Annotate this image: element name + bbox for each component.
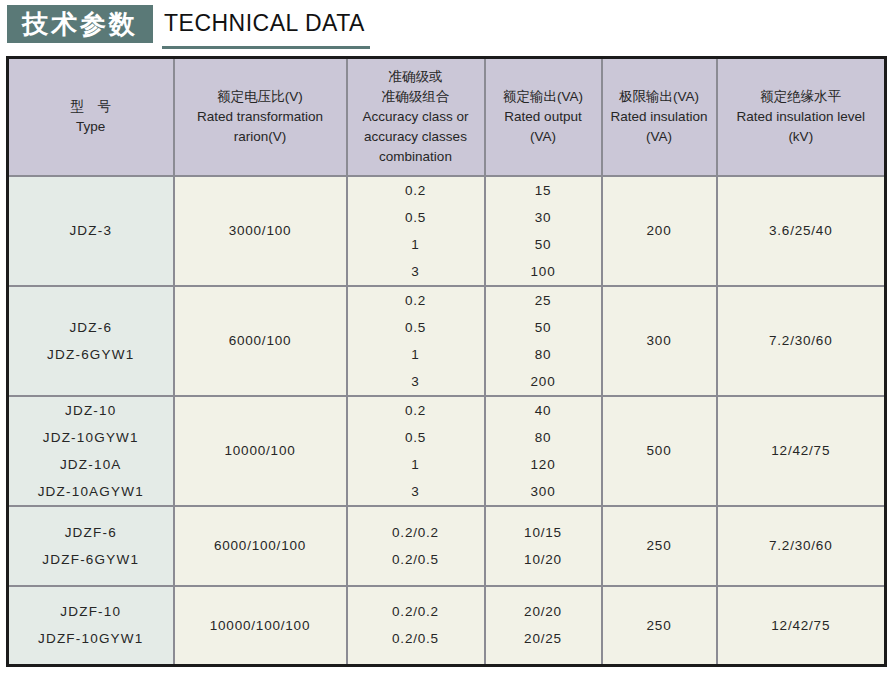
catalog-page: 技术参数 TECHNICAL DATA 型 号 Type 额定电压比(V) Ra… [0, 0, 890, 682]
cell-type: JDZ-10 JDZ-10GYW1 JDZ-10A JDZ-10AGYW1 [8, 396, 174, 506]
cell-rated-output: 15 30 50 100 [485, 176, 602, 286]
cell-limit-output: 250 [602, 506, 717, 586]
cell-accuracy-class: 0.2 0.5 1 3 [347, 286, 485, 396]
cell-rated-output: 20/20 20/25 [485, 586, 602, 666]
cell-insulation-level: 12/42/75 [717, 586, 886, 666]
cell-accuracy-class: 0.2 0.5 1 3 [347, 176, 485, 286]
column-header-accuracy-class: 准确级或 准确级组合 Accuracy class or accuracy cl… [347, 58, 485, 176]
cell-insulation-level: 3.6/25/40 [717, 176, 886, 286]
cell-limit-output: 200 [602, 176, 717, 286]
column-header-rated-output: 额定输出(VA) Rated output (VA) [485, 58, 602, 176]
cell-accuracy-class: 0.2/0.2 0.2/0.5 [347, 506, 485, 586]
cell-rated-output: 40 80 120 300 [485, 396, 602, 506]
cell-insulation-level: 7.2/30/60 [717, 286, 886, 396]
cell-voltage-ratio: 3000/100 [174, 176, 347, 286]
cell-voltage-ratio: 6000/100/100 [174, 506, 347, 586]
cell-limit-output: 300 [602, 286, 717, 396]
cell-voltage-ratio: 6000/100 [174, 286, 347, 396]
table-header-row: 型 号 Type 额定电压比(V) Rated transformation r… [8, 58, 886, 176]
table-row-jdz6: JDZ-6 JDZ-6GYW1 6000/100 0.2 0.5 1 3 25 … [8, 286, 886, 396]
column-header-voltage-ratio: 额定电压比(V) Rated transformation rarion(V) [174, 58, 347, 176]
column-header-type: 型 号 Type [8, 58, 174, 176]
technical-data-table: 型 号 Type 额定电压比(V) Rated transformation r… [6, 56, 887, 667]
table-row-jdzf6: JDZF-6 JDZF-6GYW1 6000/100/100 0.2/0.2 0… [8, 506, 886, 586]
cell-accuracy-class: 0.2 0.5 1 3 [347, 396, 485, 506]
cell-accuracy-class: 0.2/0.2 0.2/0.5 [347, 586, 485, 666]
cell-voltage-ratio: 10000/100 [174, 396, 347, 506]
cell-insulation-level: 12/42/75 [717, 396, 886, 506]
cell-type: JDZ-3 [8, 176, 174, 286]
table-row-jdz3: JDZ-3 3000/100 0.2 0.5 1 3 15 30 50 100 … [8, 176, 886, 286]
column-header-limit-output: 极限输出(VA) Rated insulation (VA) [602, 58, 717, 176]
cell-type: JDZF-6 JDZF-6GYW1 [8, 506, 174, 586]
cell-limit-output: 250 [602, 586, 717, 666]
section-title-chinese: 技术参数 [7, 5, 153, 43]
cell-type: JDZF-10 JDZF-10GYW1 [8, 586, 174, 666]
cell-voltage-ratio: 10000/100/100 [174, 586, 347, 666]
cell-limit-output: 500 [602, 396, 717, 506]
cell-type: JDZ-6 JDZ-6GYW1 [8, 286, 174, 396]
cell-rated-output: 10/15 10/20 [485, 506, 602, 586]
cell-insulation-level: 7.2/30/60 [717, 506, 886, 586]
table-row-jdz10: JDZ-10 JDZ-10GYW1 JDZ-10A JDZ-10AGYW1 10… [8, 396, 886, 506]
column-header-insulation-level: 额定绝缘水平 Rated insulation level (kV) [717, 58, 886, 176]
table-row-jdzf10: JDZF-10 JDZF-10GYW1 10000/100/100 0.2/0.… [8, 586, 886, 666]
page-header: 技术参数 TECHNICAL DATA [0, 0, 890, 56]
cell-rated-output: 25 50 80 200 [485, 286, 602, 396]
section-title-english: TECHNICAL DATA [162, 5, 370, 49]
